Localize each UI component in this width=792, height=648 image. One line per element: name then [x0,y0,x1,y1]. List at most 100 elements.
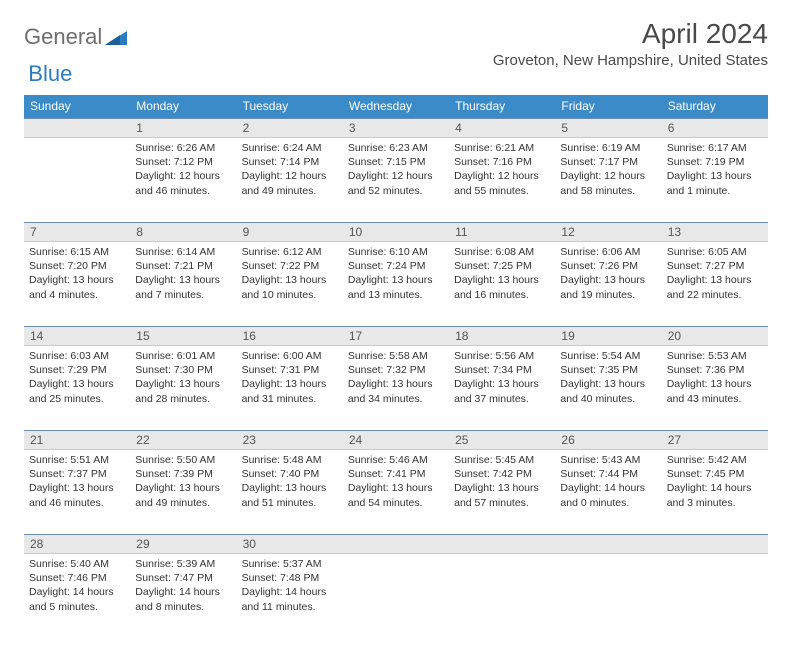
sunrise-text: Sunrise: 6:12 AM [242,245,338,259]
sunset-text: Sunset: 7:34 PM [454,363,550,377]
daylight-text-1: Daylight: 13 hours [348,481,444,495]
day-number: 20 [662,327,768,345]
day-cell: Sunrise: 6:26 AMSunset: 7:12 PMDaylight:… [130,138,236,222]
sunrise-text: Sunrise: 5:39 AM [135,557,231,571]
daylight-text-2: and 13 minutes. [348,288,444,302]
day-number: 15 [130,327,236,345]
day-cell [662,554,768,638]
daylight-text-1: Daylight: 14 hours [560,481,656,495]
week-row: Sunrise: 5:40 AMSunset: 7:46 PMDaylight:… [24,554,768,638]
sunset-text: Sunset: 7:12 PM [135,155,231,169]
sunset-text: Sunset: 7:35 PM [560,363,656,377]
sunrise-text: Sunrise: 5:43 AM [560,453,656,467]
daylight-text-1: Daylight: 13 hours [454,377,550,391]
daylight-text-2: and 4 minutes. [29,288,125,302]
sunset-text: Sunset: 7:21 PM [135,259,231,273]
daylight-text-2: and 49 minutes. [135,496,231,510]
sunrise-text: Sunrise: 5:53 AM [667,349,763,363]
day-cell: Sunrise: 5:54 AMSunset: 7:35 PMDaylight:… [555,346,661,430]
daylight-text-1: Daylight: 13 hours [667,169,763,183]
week-row: Sunrise: 6:03 AMSunset: 7:29 PMDaylight:… [24,346,768,430]
daylight-text-1: Daylight: 14 hours [29,585,125,599]
day-number: 9 [237,223,343,241]
sunset-text: Sunset: 7:39 PM [135,467,231,481]
daylight-text-1: Daylight: 13 hours [560,377,656,391]
day-cell: Sunrise: 5:43 AMSunset: 7:44 PMDaylight:… [555,450,661,534]
sunrise-text: Sunrise: 6:26 AM [135,141,231,155]
daylight-text-1: Daylight: 13 hours [29,481,125,495]
day-number [449,535,555,553]
day-number-band: 78910111213 [24,222,768,242]
daylight-text-2: and 16 minutes. [454,288,550,302]
day-cell: Sunrise: 6:10 AMSunset: 7:24 PMDaylight:… [343,242,449,326]
day-cell [343,554,449,638]
day-number [24,119,130,137]
sunrise-text: Sunrise: 6:21 AM [454,141,550,155]
day-cell: Sunrise: 6:08 AMSunset: 7:25 PMDaylight:… [449,242,555,326]
sunrise-text: Sunrise: 5:46 AM [348,453,444,467]
day-cell: Sunrise: 5:37 AMSunset: 7:48 PMDaylight:… [237,554,343,638]
day-number [343,535,449,553]
daylight-text-2: and 55 minutes. [454,184,550,198]
day-cell: Sunrise: 6:01 AMSunset: 7:30 PMDaylight:… [130,346,236,430]
daylight-text-1: Daylight: 13 hours [242,377,338,391]
day-number: 4 [449,119,555,137]
daylight-text-1: Daylight: 13 hours [667,273,763,287]
daylight-text-1: Daylight: 13 hours [560,273,656,287]
weeks-container: 123456Sunrise: 6:26 AMSunset: 7:12 PMDay… [24,118,768,638]
daylight-text-1: Daylight: 14 hours [135,585,231,599]
sunset-text: Sunset: 7:30 PM [135,363,231,377]
sunrise-text: Sunrise: 6:23 AM [348,141,444,155]
sunrise-text: Sunrise: 5:45 AM [454,453,550,467]
dow-sunday: Sunday [24,95,130,118]
sunrise-text: Sunrise: 6:05 AM [667,245,763,259]
day-number: 2 [237,119,343,137]
day-cell [555,554,661,638]
day-number: 26 [555,431,661,449]
sunset-text: Sunset: 7:48 PM [242,571,338,585]
day-number: 24 [343,431,449,449]
daylight-text-2: and 51 minutes. [242,496,338,510]
daylight-text-1: Daylight: 13 hours [242,481,338,495]
day-number: 25 [449,431,555,449]
day-number: 18 [449,327,555,345]
day-number: 28 [24,535,130,553]
day-cell: Sunrise: 5:53 AMSunset: 7:36 PMDaylight:… [662,346,768,430]
sunrise-text: Sunrise: 6:15 AM [29,245,125,259]
calendar-grid: Sunday Monday Tuesday Wednesday Thursday… [24,95,768,638]
logo-triangle-icon [105,29,127,45]
daylight-text-1: Daylight: 12 hours [135,169,231,183]
day-cell: Sunrise: 5:51 AMSunset: 7:37 PMDaylight:… [24,450,130,534]
day-number: 13 [662,223,768,241]
sunset-text: Sunset: 7:41 PM [348,467,444,481]
day-cell: Sunrise: 5:45 AMSunset: 7:42 PMDaylight:… [449,450,555,534]
day-cell: Sunrise: 6:24 AMSunset: 7:14 PMDaylight:… [237,138,343,222]
daylight-text-2: and 52 minutes. [348,184,444,198]
sunset-text: Sunset: 7:24 PM [348,259,444,273]
day-of-week-header: Sunday Monday Tuesday Wednesday Thursday… [24,95,768,118]
daylight-text-1: Daylight: 13 hours [348,273,444,287]
day-cell: Sunrise: 5:40 AMSunset: 7:46 PMDaylight:… [24,554,130,638]
sunset-text: Sunset: 7:17 PM [560,155,656,169]
sunset-text: Sunset: 7:42 PM [454,467,550,481]
day-cell: Sunrise: 6:15 AMSunset: 7:20 PMDaylight:… [24,242,130,326]
day-cell: Sunrise: 6:05 AMSunset: 7:27 PMDaylight:… [662,242,768,326]
day-number: 8 [130,223,236,241]
day-cell: Sunrise: 5:56 AMSunset: 7:34 PMDaylight:… [449,346,555,430]
day-number [555,535,661,553]
day-number: 5 [555,119,661,137]
sunrise-text: Sunrise: 5:42 AM [667,453,763,467]
sunrise-text: Sunrise: 6:08 AM [454,245,550,259]
daylight-text-2: and 31 minutes. [242,392,338,406]
day-number: 1 [130,119,236,137]
daylight-text-1: Daylight: 13 hours [135,273,231,287]
daylight-text-2: and 7 minutes. [135,288,231,302]
day-number: 3 [343,119,449,137]
dow-monday: Monday [130,95,236,118]
sunset-text: Sunset: 7:20 PM [29,259,125,273]
daylight-text-2: and 0 minutes. [560,496,656,510]
sunrise-text: Sunrise: 5:54 AM [560,349,656,363]
sunset-text: Sunset: 7:46 PM [29,571,125,585]
sunrise-text: Sunrise: 5:48 AM [242,453,338,467]
brand-logo: General [24,18,127,50]
